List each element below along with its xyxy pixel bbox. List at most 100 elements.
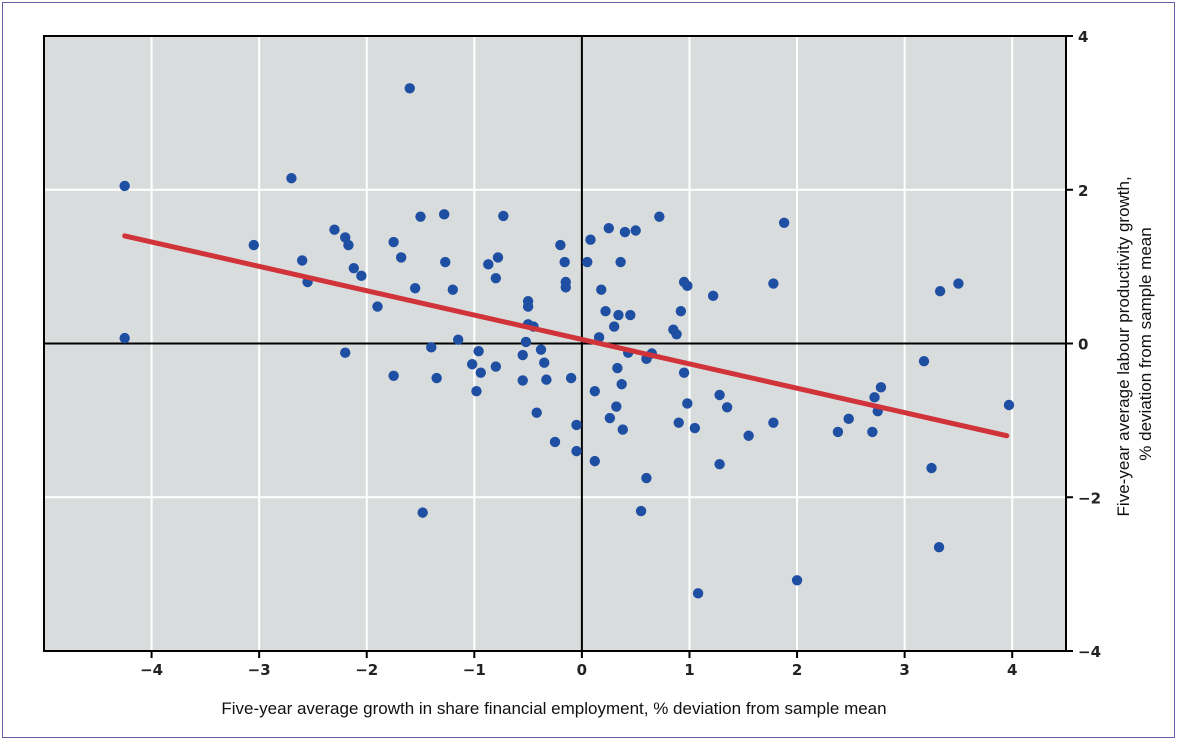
y-tick-label: 4	[1078, 28, 1088, 46]
y-tick-label: 0	[1078, 336, 1088, 354]
data-point	[611, 401, 622, 412]
data-point	[559, 256, 570, 268]
data-point	[343, 239, 354, 251]
y-tick-label: −2	[1078, 489, 1101, 507]
x-tick-label: 0	[577, 661, 587, 679]
data-point	[372, 301, 383, 312]
data-point	[440, 256, 451, 268]
data-point	[348, 262, 360, 274]
data-point	[447, 284, 458, 295]
x-tick-label: 3	[899, 661, 909, 679]
data-point	[616, 379, 627, 390]
data-point	[388, 370, 399, 381]
zero-axes	[44, 36, 1066, 651]
data-point	[531, 407, 542, 418]
data-point	[671, 329, 682, 340]
data-point	[630, 225, 641, 236]
data-point	[593, 332, 605, 343]
data-point	[119, 180, 130, 192]
data-point	[869, 392, 880, 403]
data-point	[466, 359, 478, 370]
data-point	[953, 278, 964, 289]
data-point	[409, 282, 421, 294]
data-point	[248, 239, 259, 251]
data-point	[517, 375, 528, 386]
data-point	[619, 226, 631, 238]
data-point	[549, 436, 561, 448]
x-tick-label: −1	[463, 661, 486, 679]
data-point	[490, 272, 502, 284]
data-point	[654, 211, 665, 222]
data-point	[673, 417, 684, 428]
data-point	[589, 385, 601, 397]
data-point	[473, 345, 484, 357]
x-tick-label: 4	[1007, 661, 1017, 679]
data-point	[329, 224, 340, 235]
data-point	[560, 282, 571, 293]
data-point	[768, 417, 779, 428]
data-point	[522, 301, 534, 312]
data-point	[675, 306, 687, 317]
data-point	[565, 372, 577, 384]
data-point	[608, 321, 620, 332]
data-point	[615, 256, 626, 268]
data-point	[612, 362, 623, 374]
data-point	[617, 424, 628, 435]
data-point	[1003, 399, 1015, 411]
y-axis-label-line-1: Five-year average labour productivity gr…	[1114, 176, 1133, 516]
data-point	[625, 309, 636, 321]
data-point	[641, 472, 652, 484]
data-point	[585, 234, 596, 245]
data-point	[682, 398, 693, 409]
y-tick-label: 2	[1078, 182, 1088, 200]
data-point	[417, 507, 428, 518]
y-axis-label: Five-year average labour productivity gr…	[1114, 172, 1155, 517]
data-point	[404, 83, 415, 94]
data-points	[119, 83, 1015, 599]
data-point	[395, 252, 407, 263]
data-point	[475, 367, 486, 378]
x-axis-label: Five-year average growth in share financ…	[221, 699, 886, 718]
data-point	[933, 542, 945, 553]
trend-line	[122, 233, 1010, 439]
data-point	[875, 382, 887, 393]
x-axis-ticks: −4 −3 −2 −1 0 1 2 3 4	[140, 651, 1017, 679]
data-point	[778, 217, 790, 229]
data-point	[438, 209, 450, 220]
data-point	[490, 361, 502, 372]
y-tick-label: −4	[1078, 643, 1101, 661]
data-point	[832, 426, 844, 438]
data-point	[926, 462, 937, 474]
data-point	[678, 367, 690, 378]
data-point	[541, 374, 552, 385]
x-tick-label: 1	[684, 661, 694, 679]
data-point	[571, 419, 582, 431]
data-point	[692, 588, 704, 599]
data-point	[600, 306, 611, 317]
data-point	[768, 278, 779, 289]
x-tick-label: −4	[140, 661, 163, 679]
data-point	[539, 357, 550, 368]
data-point	[571, 445, 582, 457]
data-point	[721, 402, 733, 413]
x-tick-label: −3	[248, 661, 271, 679]
data-point	[682, 280, 693, 292]
data-point	[613, 309, 624, 321]
data-point	[452, 334, 464, 345]
data-point	[492, 252, 504, 263]
data-point	[589, 455, 601, 467]
y-axis-ticks: −4 −2 0 2 4	[1066, 28, 1101, 661]
y-axis-label-line-2: % deviation from sample mean	[1136, 227, 1155, 460]
data-point	[286, 173, 297, 184]
grid-lines	[44, 36, 1066, 651]
data-point	[296, 255, 308, 266]
data-point	[714, 389, 725, 401]
data-point	[555, 239, 566, 251]
data-point	[604, 412, 616, 424]
data-point	[415, 211, 426, 222]
data-point	[498, 210, 509, 222]
data-point	[483, 259, 494, 270]
data-point	[426, 342, 437, 353]
